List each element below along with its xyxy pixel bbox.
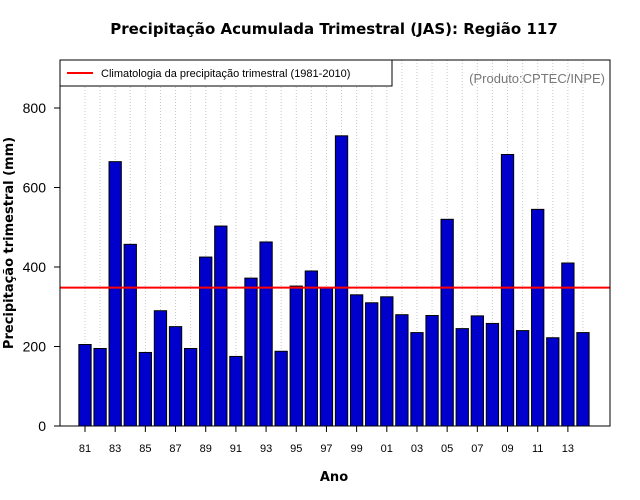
y-axis-label: Precipitação trimestral (mm)	[2, 137, 17, 349]
x-tick-label: 83	[109, 443, 121, 455]
bar-81	[78, 344, 92, 427]
bar-99	[349, 294, 364, 427]
x-tick-label: 93	[260, 443, 272, 455]
x-tick-label: 87	[169, 443, 181, 455]
bar-92	[244, 277, 258, 427]
x-tick-label: 13	[562, 443, 574, 455]
legend-label: Climatologia da precipitação trimestral …	[101, 68, 350, 80]
bar-82	[93, 347, 107, 427]
x-tick-label: 11	[532, 443, 543, 455]
bar-08	[485, 322, 500, 427]
x-tick-label: 09	[501, 443, 513, 455]
bar-02	[395, 314, 409, 427]
x-tick-label: 95	[290, 443, 302, 455]
grid	[84, 60, 584, 426]
x-axis-label: Ano	[320, 470, 348, 485]
x-tick-label: 05	[441, 443, 453, 455]
y-axis: 0 200 400 600 800	[23, 100, 60, 434]
x-tick-label: 97	[320, 443, 332, 455]
legend-box	[59, 59, 393, 87]
bar-05	[440, 218, 454, 427]
bars	[78, 135, 590, 427]
bar-86	[153, 310, 168, 427]
bar-09	[500, 154, 515, 427]
y-tick-label: 600	[23, 180, 47, 196]
x-tick-label: 99	[350, 443, 362, 455]
bar-94	[274, 350, 288, 427]
bar-98	[334, 135, 349, 427]
bar-90	[214, 225, 228, 427]
bar-14	[576, 332, 590, 427]
source-note: (Produto:CPTEC/INPE)	[469, 71, 605, 86]
bar-10	[515, 330, 530, 427]
bar-00	[365, 302, 379, 427]
bar-11	[531, 208, 545, 427]
bar-93	[259, 241, 273, 427]
x-tick-label: 01	[381, 443, 393, 455]
bar-06	[455, 328, 469, 427]
bar-07	[470, 315, 484, 427]
bar-95	[289, 285, 303, 427]
bar-85	[138, 351, 153, 427]
x-axis: 81 83 85 87 89 91 93 95 97 99 01 03 05 07 09 11 13	[79, 426, 574, 455]
legend: Climatologia da precipitação trimestral …	[59, 59, 393, 87]
y-tick-label: 0	[38, 418, 46, 434]
bar-97	[319, 287, 334, 427]
bar-83	[108, 161, 122, 427]
bar-87	[168, 326, 183, 427]
chart-title: Precipitação Acumulada Trimestral (JAS):…	[110, 20, 558, 38]
bar-88	[183, 347, 198, 427]
y-tick-label: 200	[23, 339, 47, 355]
bar-04	[425, 315, 439, 427]
bar-91	[229, 355, 243, 427]
bar-03	[410, 332, 424, 427]
bar-96	[304, 270, 319, 427]
y-tick-label: 400	[23, 259, 47, 275]
x-tick-label: 03	[411, 443, 423, 455]
x-tick-label: 81	[79, 443, 91, 455]
bar-12	[546, 337, 560, 427]
x-tick-label: 07	[471, 443, 483, 455]
bar-01	[380, 296, 394, 427]
bar-84	[123, 243, 137, 427]
x-tick-label: 89	[200, 443, 212, 455]
x-tick-label: 91	[230, 443, 242, 455]
y-tick-label: 800	[23, 100, 47, 116]
bar-89	[199, 256, 213, 427]
x-tick-label: 85	[139, 443, 151, 455]
